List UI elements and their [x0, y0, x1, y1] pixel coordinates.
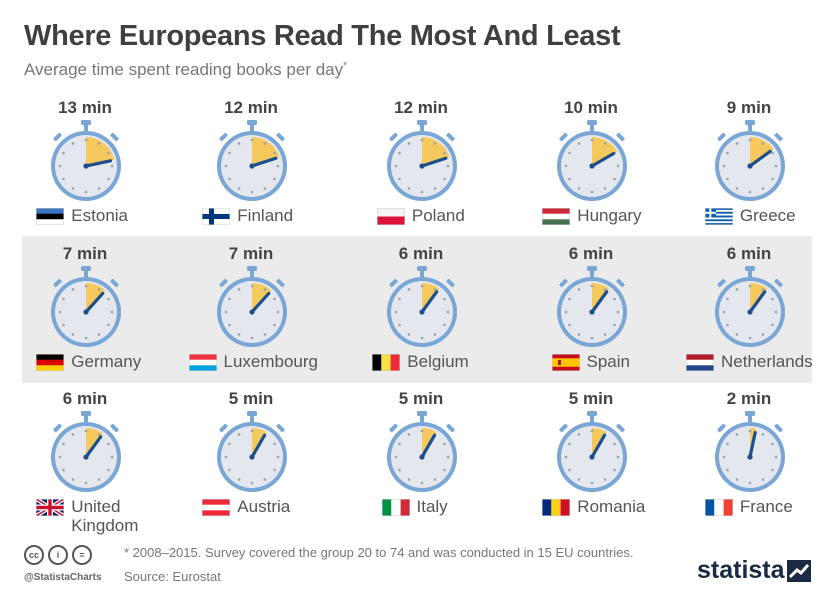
- minutes-label: 7 min: [228, 244, 274, 263]
- country-label: Luxembourg: [223, 352, 319, 371]
- country-cell: 5 min Italy: [344, 381, 514, 526]
- subtitle-footnote-mark: *: [343, 60, 348, 72]
- stopwatch-icon: [557, 411, 627, 492]
- stopwatch-icon: [51, 120, 121, 201]
- stopwatch-icon: [715, 411, 785, 492]
- stopwatch-icon: [715, 120, 785, 201]
- social-handle: @StatistaCharts: [24, 572, 102, 583]
- estonia-flag: [36, 208, 65, 225]
- spain-flag: [551, 354, 580, 371]
- minutes-label: 12 min: [394, 98, 448, 117]
- minutes-label: 12 min: [224, 98, 278, 117]
- germany-flag: [36, 354, 65, 371]
- stopwatch-icon: [51, 411, 121, 492]
- romania-flag: [542, 499, 571, 516]
- cc-icon: cc: [24, 545, 44, 565]
- country-cell: 6 min United Kingdom: [8, 381, 178, 535]
- stopwatch-icon: [217, 266, 287, 347]
- subtitle-text: Average time spent reading books per day: [24, 60, 344, 79]
- minutes-label: 5 min: [228, 389, 274, 408]
- finland-flag: [202, 208, 231, 225]
- country-label: Netherlands: [721, 352, 813, 371]
- chart-title: Where Europeans Read The Most And Least: [24, 20, 621, 52]
- nd-icon: =: [72, 545, 92, 565]
- by-icon: i: [48, 545, 68, 565]
- stopwatch-icon: [715, 266, 785, 347]
- belgium-flag: [372, 354, 401, 371]
- stopwatch-icon: [217, 120, 287, 201]
- minutes-label: 2 min: [726, 389, 772, 408]
- country-label: Romania: [577, 497, 646, 516]
- country-label: Hungary: [577, 206, 642, 225]
- country-cell: 12 min Finland: [174, 90, 344, 235]
- country-cell: 6 min Spain: [514, 236, 684, 381]
- country-cell: 7 min Germany: [8, 236, 178, 381]
- chart-subtitle: Average time spent reading books per day…: [24, 60, 347, 80]
- country-cell: 10 min Hungary: [514, 90, 684, 235]
- minutes-label: 6 min: [398, 244, 444, 263]
- country-cell: 2 min France: [672, 381, 838, 526]
- france-flag: [704, 499, 733, 516]
- country-cell: 5 min Romania: [514, 381, 684, 526]
- country-label: France: [739, 497, 793, 516]
- country-cell: 6 min Belgium: [344, 236, 514, 381]
- italy-flag: [381, 499, 410, 516]
- country-cell: 13 min Estonia: [8, 90, 178, 235]
- stopwatch-icon: [387, 120, 457, 201]
- hungary-flag: [542, 208, 571, 225]
- minutes-label: 10 min: [564, 98, 618, 117]
- brand-logo-icon: [787, 560, 811, 582]
- minutes-label: 5 min: [398, 389, 444, 408]
- stopwatch-icon: [557, 266, 627, 347]
- minutes-label: 9 min: [726, 98, 772, 117]
- country-label: Germany: [71, 352, 142, 371]
- minutes-label: 6 min: [568, 244, 614, 263]
- netherlands-flag: [686, 354, 714, 371]
- stopwatch-grid: 13 min Estonia 12 min Finland 12 min Poland 10…: [0, 90, 838, 540]
- stopwatch-icon: [387, 411, 457, 492]
- stopwatch-icon: [51, 266, 121, 347]
- country-cell: 9 min Greece: [672, 90, 838, 235]
- country-cell: 12 min Poland: [344, 90, 514, 235]
- country-label: Spain: [586, 352, 630, 371]
- luxembourg-flag: [188, 354, 217, 371]
- minutes-label: 6 min: [62, 389, 108, 408]
- stopwatch-icon: [387, 266, 457, 347]
- country-label: Finland: [237, 206, 294, 225]
- country-label: Estonia: [71, 206, 128, 225]
- minutes-label: 5 min: [568, 389, 614, 408]
- stopwatch-icon: [557, 120, 627, 201]
- brand-logo-text: statista: [697, 556, 785, 584]
- minutes-label: 13 min: [58, 98, 112, 117]
- footnote: * 2008–2015. Survey covered the group 20…: [124, 545, 634, 560]
- minutes-label: 6 min: [726, 244, 772, 263]
- minutes-label: 7 min: [62, 244, 108, 263]
- country-label: United Kingdom: [71, 497, 139, 535]
- poland-flag: [376, 208, 405, 225]
- country-label: Belgium: [407, 352, 469, 371]
- country-label: Greece: [739, 206, 796, 225]
- austria-flag: [202, 499, 231, 516]
- country-label: Italy: [416, 497, 448, 516]
- country-cell: 7 min Luxembourg: [174, 236, 344, 381]
- country-label: Austria: [237, 497, 291, 516]
- source-note: Source: Eurostat: [124, 569, 221, 584]
- country-cell: 6 min Netherlands: [672, 236, 838, 381]
- country-cell: 5 min Austria: [174, 381, 344, 526]
- country-label: Poland: [411, 206, 465, 225]
- uk-flag: [36, 499, 65, 516]
- greece-flag: [704, 208, 733, 225]
- stopwatch-icon: [217, 411, 287, 492]
- license-icons: cc i =: [24, 545, 92, 565]
